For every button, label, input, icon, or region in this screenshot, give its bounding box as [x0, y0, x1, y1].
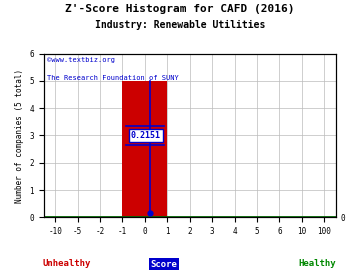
Text: Score: Score — [150, 260, 177, 269]
Text: The Research Foundation of SUNY: The Research Foundation of SUNY — [47, 75, 179, 81]
Text: Z'-Score Histogram for CAFD (2016): Z'-Score Histogram for CAFD (2016) — [65, 4, 295, 14]
Text: ©www.textbiz.org: ©www.textbiz.org — [47, 57, 115, 63]
Text: Healthy: Healthy — [298, 259, 336, 268]
Y-axis label: Number of companies (5 total): Number of companies (5 total) — [15, 68, 24, 202]
Text: Unhealthy: Unhealthy — [42, 259, 91, 268]
Bar — [122, 81, 167, 217]
Text: 0.2151: 0.2151 — [131, 131, 161, 140]
Text: Industry: Renewable Utilities: Industry: Renewable Utilities — [95, 20, 265, 30]
